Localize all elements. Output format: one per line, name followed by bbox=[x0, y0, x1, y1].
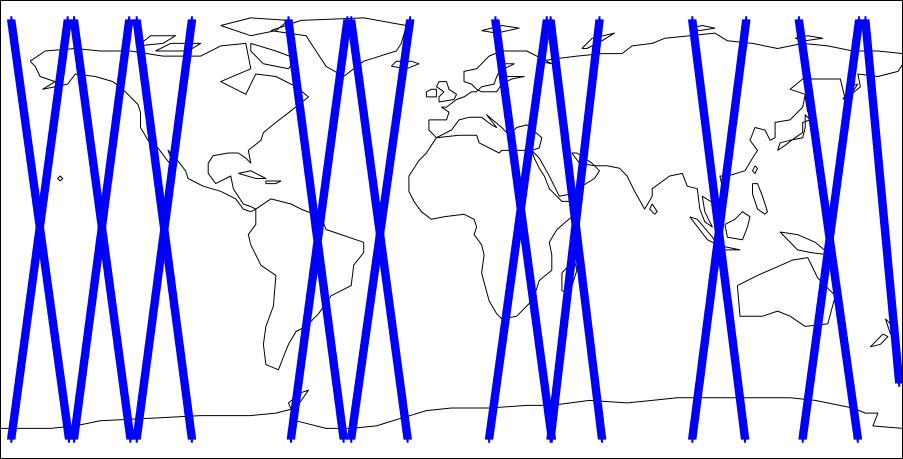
coastline-baffin-island bbox=[250, 42, 297, 70]
ground-track-markers bbox=[347, 16, 415, 443]
coastline-japan bbox=[777, 114, 811, 151]
coastline-novaya-zemlya bbox=[581, 32, 615, 49]
coastline-cuba bbox=[238, 170, 267, 179]
ground-track-markers bbox=[347, 16, 412, 443]
coastline-north-america bbox=[29, 42, 309, 213]
coastline-ellesmere-island bbox=[220, 17, 289, 37]
coastline-great-britain bbox=[435, 81, 457, 103]
ground-track-markers bbox=[69, 16, 135, 443]
coastline-philippines bbox=[752, 183, 768, 215]
ground-track-markers bbox=[7, 16, 72, 443]
ground-track-segment bbox=[861, 16, 903, 387]
coastline-hawaii bbox=[57, 175, 64, 182]
ground-track-segment bbox=[7, 16, 72, 443]
ground-track-markers bbox=[688, 16, 751, 443]
ground-track-markers bbox=[798, 16, 864, 443]
ground-track-markers bbox=[546, 16, 604, 443]
ground-track-markers bbox=[69, 16, 134, 443]
ground-track-segment bbox=[347, 16, 412, 443]
coastline-hispaniola bbox=[265, 180, 282, 185]
ground-track-markers bbox=[688, 16, 750, 443]
coastline-greenland bbox=[270, 17, 407, 77]
ground-track-segment bbox=[798, 16, 864, 443]
ground-track-segment bbox=[69, 16, 135, 443]
coastline-new-zealand-south bbox=[869, 333, 889, 348]
ground-track-markers bbox=[132, 16, 197, 443]
ground-track-segment bbox=[132, 16, 197, 443]
ground-track-segment bbox=[688, 16, 750, 443]
ground-track-segment bbox=[7, 16, 74, 443]
coastline-sri-lanka bbox=[649, 203, 658, 215]
ground-track-layer bbox=[7, 16, 903, 443]
coastline-victoria-island bbox=[155, 42, 202, 52]
ground-track-markers bbox=[132, 16, 197, 443]
coastline-taiwan bbox=[752, 165, 758, 174]
ground-track-markers bbox=[861, 16, 903, 387]
coastline-eurasia bbox=[428, 32, 903, 228]
ground-track-segment bbox=[347, 16, 415, 443]
ground-track-segment bbox=[69, 16, 134, 443]
coastline-australia bbox=[736, 257, 836, 327]
coastline-antarctica bbox=[0, 389, 903, 429]
ground-track-segment bbox=[546, 16, 604, 443]
ground-track-markers bbox=[7, 16, 74, 443]
ground-track-segment bbox=[688, 16, 751, 443]
coastline-arctic-islands-west bbox=[137, 35, 177, 47]
ground-track-segment bbox=[132, 16, 197, 443]
coastline-ireland bbox=[425, 88, 437, 98]
coastline-borneo bbox=[724, 211, 751, 241]
